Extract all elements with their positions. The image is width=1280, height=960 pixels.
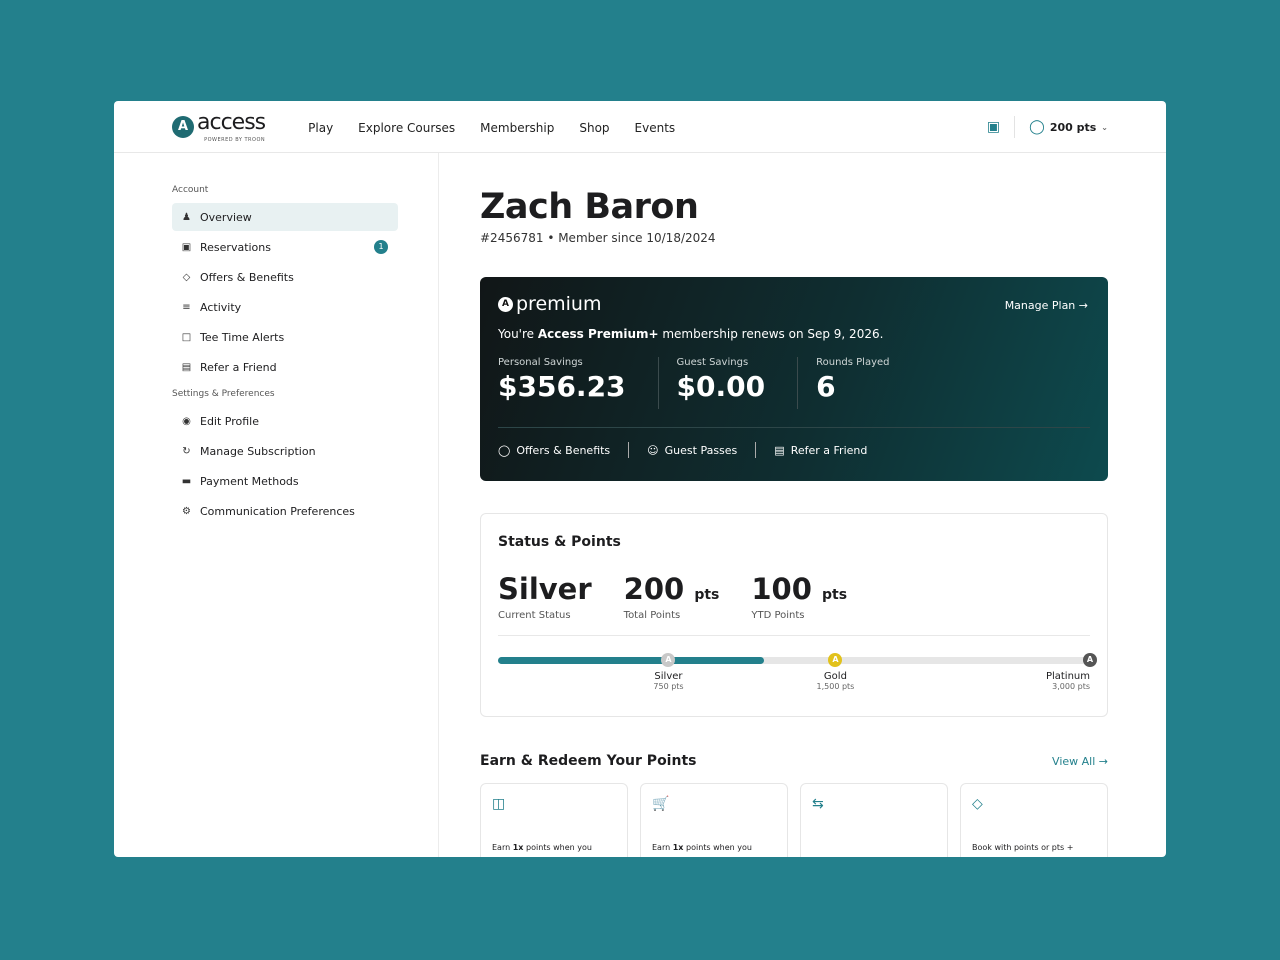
gift-icon: ▤ <box>181 361 192 373</box>
nav-shop[interactable]: Shop <box>579 121 610 135</box>
user-plus-icon: ☺ <box>647 443 659 457</box>
sidebar-item-offers-benefits[interactable]: ◇ Offers & Benefits <box>182 270 294 284</box>
sidebar-item-communication-preferences[interactable]: ⚙ Communication Preferences <box>182 504 355 518</box>
tag-icon: ◇ <box>972 796 983 812</box>
offers-benefits-link[interactable]: ◯ Offers & Benefits <box>498 443 611 457</box>
sidebar-item-payment-methods[interactable]: ▬ Payment Methods <box>181 474 299 488</box>
refer-friend-link[interactable]: ▤ Refer a Friend <box>774 443 868 457</box>
gift-icon: ▤ <box>774 443 785 457</box>
section-heading: Settings & Preferences <box>172 389 275 399</box>
sidebar-item-overview[interactable]: ♟ Overview <box>172 203 398 231</box>
settings-icon: ⚙ <box>182 505 191 517</box>
status-progress-bar: A Silver 750 pts A Gold 1,500 pts A Platinum 3,0… <box>498 653 1097 691</box>
earn-tile[interactable]: ⇆ <box>800 783 948 857</box>
profile-icon: ◉ <box>182 415 191 427</box>
main-nav: Play Explore Courses Membership Shop Events <box>283 117 675 136</box>
main-content: Zach Baron #2456781 • Member since 10/18… <box>480 153 1108 857</box>
list-icon: ≡ <box>182 301 191 313</box>
calendar-icon[interactable]: ▣ <box>986 119 1001 135</box>
calendar-icon: ▣ <box>181 241 192 253</box>
logo-sub: POWERED BY TROON <box>204 136 266 143</box>
nav-membership[interactable]: Membership <box>480 121 555 135</box>
chevron-down-icon: ⌄ <box>1101 122 1108 132</box>
guest-passes-link[interactable]: ☺ Guest Passes <box>647 443 738 457</box>
sidebar: Account ♟ Overview ▣ Reservations 1 ◇ Offers &… <box>114 153 439 857</box>
view-all-link[interactable]: View All → <box>1052 754 1108 768</box>
tier-marker-platinum: A <box>1083 653 1097 667</box>
map-icon: ◫ <box>492 796 506 812</box>
divider <box>1014 116 1016 138</box>
sidebar-item-manage-subscription[interactable]: ↻ Manage Subscription <box>182 444 316 458</box>
tag-icon: ◯ <box>498 443 511 457</box>
points-menu[interactable]: ◯ 200 pts ⌄ <box>1029 119 1108 135</box>
ytd-points: 100 pts YTD Points <box>751 572 848 621</box>
earn-tile[interactable]: ◇ Book with points or pts + <box>960 783 1108 857</box>
stat-guest-savings: Guest Savings $0.00 <box>677 357 799 409</box>
renewal-text: You're Access Premium+ membership renews… <box>498 327 884 341</box>
user-circle-icon: ◯ <box>1029 119 1045 135</box>
manage-plan-link[interactable]: Manage Plan → <box>1004 299 1088 312</box>
tier-label: Platinum 3,000 pts <box>1045 671 1090 691</box>
tier-marker-silver: A <box>661 653 676 667</box>
section-heading: Account <box>172 185 209 195</box>
count-badge: 1 <box>374 240 388 254</box>
nav-events[interactable]: Events <box>634 121 676 135</box>
sidebar-item-edit-profile[interactable]: ◉ Edit Profile <box>182 414 260 428</box>
sidebar-item-refer-a-friend[interactable]: ▤ Refer a Friend <box>181 360 277 374</box>
nav-explore-courses[interactable]: Explore Courses <box>358 121 456 135</box>
current-status: Silver Current Status <box>498 572 592 621</box>
tag-icon: ◇ <box>182 271 191 283</box>
cart-icon: 🛒 <box>652 796 670 812</box>
member-meta: #2456781 • Member since 10/18/2024 <box>480 231 716 245</box>
logo-mark-icon: A <box>172 115 194 138</box>
earn-tile[interactable]: 🛒 Earn 1x points when you <box>640 783 788 857</box>
nav-play[interactable]: Play <box>308 121 334 135</box>
status-points-card: Status & Points Silver Current Status 200… <box>480 513 1108 717</box>
sidebar-item-reservations[interactable]: ▣ Reservations 1 <box>172 233 398 261</box>
tier-marker-gold: A <box>828 653 843 667</box>
tier-label: Gold 1,500 pts <box>816 671 855 691</box>
tier-label: Silver 750 pts <box>653 671 684 691</box>
earn-tile[interactable]: ◫ Earn 1x points when you <box>480 783 628 857</box>
total-points: 200 pts Total Points <box>623 572 720 621</box>
section-title: Earn & Redeem Your Points <box>480 753 697 769</box>
alert-icon: □ <box>181 331 192 343</box>
sidebar-item-tee-time-alerts[interactable]: □ Tee Time Alerts <box>181 330 285 344</box>
user-icon: ♟ <box>182 211 191 223</box>
logo-word: access <box>197 109 266 135</box>
page-title: Zach Baron <box>480 187 699 227</box>
sidebar-item-activity[interactable]: ≡ Activity <box>182 300 242 314</box>
refresh-icon: ↻ <box>182 445 191 457</box>
arrow-right-icon: → <box>1078 299 1088 312</box>
card-icon: ▬ <box>181 475 192 487</box>
divider <box>498 427 1090 428</box>
swap-icon: ⇆ <box>812 796 824 812</box>
stat-personal-savings: Personal Savings $356.23 <box>498 357 659 409</box>
stat-rounds-played: Rounds Played 6 <box>816 357 890 403</box>
progress-fill <box>498 657 765 664</box>
